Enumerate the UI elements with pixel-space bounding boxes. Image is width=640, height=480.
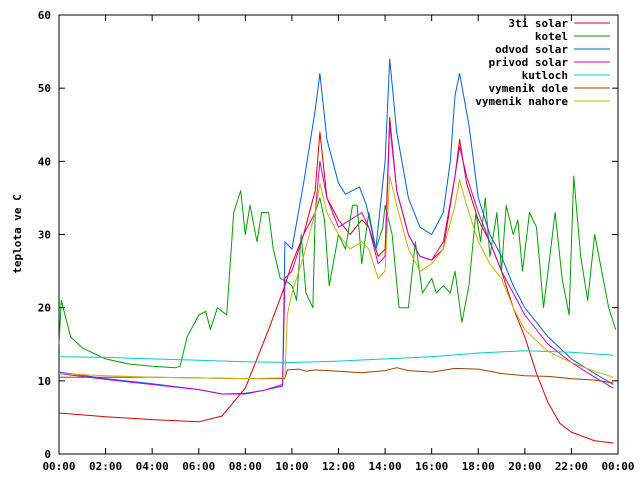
y-tick-label: 0 bbox=[44, 448, 51, 461]
y-tick-label: 50 bbox=[38, 82, 51, 95]
series-line-6 bbox=[58, 175, 614, 380]
legend-label: vymenik nahore bbox=[475, 95, 568, 108]
x-tick-label: 00:00 bbox=[42, 460, 75, 473]
legend-label: privod solar bbox=[489, 56, 569, 69]
legend-label: odvod solar bbox=[495, 43, 568, 56]
series-line-0 bbox=[58, 116, 614, 444]
x-tick-label: 16:00 bbox=[415, 460, 448, 473]
series-line-1 bbox=[58, 175, 617, 369]
x-tick-label: 14:00 bbox=[369, 460, 402, 473]
x-tick-label: 22:00 bbox=[555, 460, 588, 473]
series-line-3 bbox=[58, 124, 614, 395]
x-tick-label: 00:00 bbox=[601, 460, 634, 473]
y-axis-title: teplota ve C bbox=[11, 194, 24, 273]
y-tick-label: 30 bbox=[38, 229, 51, 242]
y-tick-label: 60 bbox=[38, 9, 51, 22]
y-tick-label: 40 bbox=[38, 155, 51, 168]
series-line-5 bbox=[59, 367, 614, 384]
legend-label: vymenik dole bbox=[489, 82, 569, 95]
x-tick-label: 02:00 bbox=[89, 460, 122, 473]
series-lines bbox=[58, 58, 617, 444]
axis-ticks: 00:00 02:00 04:00 06:00 08:00 10:00 12:00 14:00… bbox=[38, 9, 635, 473]
legend-label: kotel bbox=[535, 30, 568, 43]
x-tick-label: 20:00 bbox=[508, 460, 541, 473]
series-line-2 bbox=[58, 58, 614, 395]
x-tick-label: 04:00 bbox=[136, 460, 169, 473]
x-tick-label: 10:00 bbox=[275, 460, 308, 473]
legend-label: kutloch bbox=[522, 69, 568, 82]
x-tick-label: 12:00 bbox=[322, 460, 355, 473]
y-tick-label: 20 bbox=[38, 302, 51, 315]
y-tick-label: 10 bbox=[38, 375, 51, 388]
x-tick-label: 08:00 bbox=[229, 460, 262, 473]
legend-label: 3ti solar bbox=[508, 17, 568, 30]
x-tick-label: 18:00 bbox=[462, 460, 495, 473]
x-tick-label: 06:00 bbox=[182, 460, 215, 473]
series-line-4 bbox=[58, 350, 614, 363]
